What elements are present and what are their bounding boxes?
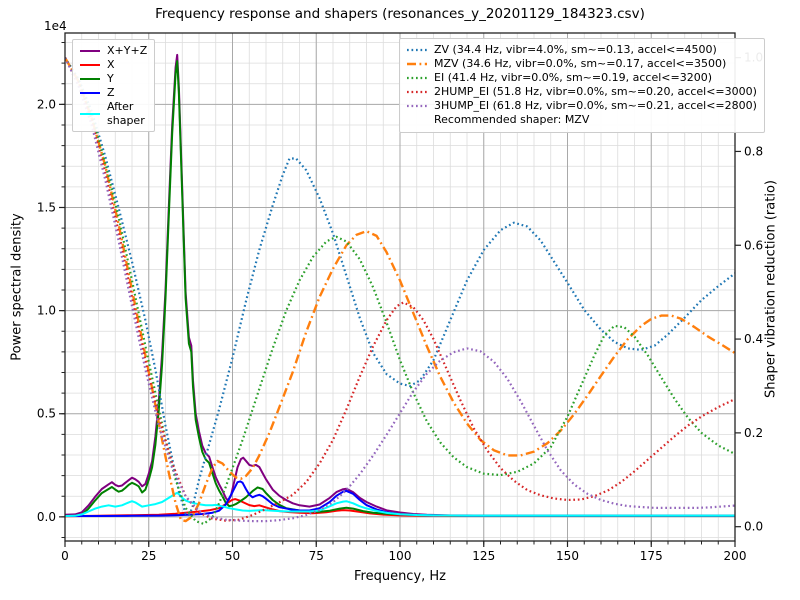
legend-item-label: After shaper bbox=[107, 100, 145, 127]
legend-swatch bbox=[80, 64, 100, 66]
x-tick-label: 25 bbox=[141, 549, 156, 563]
series-y bbox=[65, 60, 735, 517]
legend-item-label: 2HUMP_EI (51.8 Hz, vibr=0.0%, sm~=0.20, … bbox=[434, 85, 757, 99]
legend-item-label: EI (41.4 Hz, vibr=0.0%, sm~=0.19, accel<… bbox=[434, 71, 712, 85]
legend-item: X bbox=[79, 58, 147, 72]
y-right-tick-label: 0.6 bbox=[744, 238, 763, 252]
legend-item: Y bbox=[79, 72, 147, 86]
legend-shapers: ZV (34.4 Hz, vibr=4.0%, sm~=0.13, accel<… bbox=[399, 38, 765, 133]
legend-item-label: Y bbox=[107, 72, 114, 86]
y-axis-offset-label: 1e4 bbox=[44, 19, 67, 33]
legend-swatch bbox=[407, 90, 427, 94]
legend-swatch bbox=[407, 48, 427, 52]
legend-item-label: MZV (34.6 Hz, vibr=0.0%, sm~=0.17, accel… bbox=[434, 57, 727, 71]
y-left-tick-label: 2.0 bbox=[37, 97, 56, 111]
x-tick-label: 50 bbox=[225, 549, 240, 563]
y-right-tick-label: 0.0 bbox=[744, 520, 763, 534]
legend-item-label: 3HUMP_EI (61.8 Hz, vibr=0.0%, sm~=0.21, … bbox=[434, 99, 757, 113]
x-tick-label: 100 bbox=[389, 549, 412, 563]
y-left-tick-label: 0.5 bbox=[37, 407, 56, 421]
y-left-tick-label: 0.0 bbox=[37, 510, 56, 524]
series-x bbox=[65, 498, 735, 518]
legend-item: EI (41.4 Hz, vibr=0.0%, sm~=0.19, accel<… bbox=[406, 71, 757, 85]
legend-item: Z bbox=[79, 86, 147, 100]
legend-footer: Recommended shaper: MZV bbox=[406, 113, 757, 128]
y-left-tick-label: 1.0 bbox=[37, 304, 56, 318]
legend-psd: X+Y+Z X Y Z After shaper bbox=[72, 39, 156, 132]
legend-item: X+Y+Z bbox=[79, 44, 147, 58]
y-right-tick-label: 0.2 bbox=[744, 426, 763, 440]
series-x+y+z bbox=[65, 53, 735, 517]
chart-title: Frequency response and shapers (resonanc… bbox=[155, 6, 645, 22]
legend-swatch bbox=[80, 50, 100, 52]
x-tick-label: 150 bbox=[556, 549, 579, 563]
legend-swatch bbox=[80, 92, 100, 94]
legend-item: MZV (34.6 Hz, vibr=0.0%, sm~=0.17, accel… bbox=[406, 57, 757, 71]
series-ei bbox=[65, 57, 735, 525]
x-tick-label: 0 bbox=[61, 549, 69, 563]
x-tick-label: 200 bbox=[724, 549, 747, 563]
x-tick-label: 75 bbox=[309, 549, 324, 563]
legend-swatch bbox=[407, 62, 427, 66]
legend-item-label: Z bbox=[107, 86, 115, 100]
y-axis-label-left: Power spectral density bbox=[9, 213, 25, 361]
legend-swatch bbox=[80, 112, 100, 115]
y-left-tick-label: 1.5 bbox=[37, 200, 56, 214]
legend-swatch bbox=[80, 78, 100, 80]
legend-footer-text: Recommended shaper: MZV bbox=[434, 113, 590, 126]
legend-item: 3HUMP_EI (61.8 Hz, vibr=0.0%, sm~=0.21, … bbox=[406, 99, 757, 113]
x-axis-label: Frequency, Hz bbox=[353, 569, 447, 584]
legend-item-label: X bbox=[107, 58, 115, 72]
legend-item: After shaper bbox=[79, 100, 147, 127]
legend-swatch bbox=[407, 104, 427, 108]
series-after-shaper bbox=[65, 491, 735, 517]
y-right-tick-label: 0.4 bbox=[744, 332, 763, 346]
legend-item-label: ZV (34.4 Hz, vibr=4.0%, sm~=0.13, accel<… bbox=[434, 43, 717, 57]
y-axis-label-right: Shaper vibration reduction (ratio) bbox=[763, 180, 779, 398]
legend-item: ZV (34.4 Hz, vibr=4.0%, sm~=0.13, accel<… bbox=[406, 43, 757, 57]
x-tick-label: 175 bbox=[640, 549, 663, 563]
legend-item: 2HUMP_EI (51.8 Hz, vibr=0.0%, sm~=0.20, … bbox=[406, 85, 757, 99]
y-right-tick-label: 0.8 bbox=[744, 144, 763, 158]
legend-swatch bbox=[407, 76, 427, 80]
x-tick-label: 125 bbox=[472, 549, 495, 563]
series-mzv bbox=[65, 57, 735, 523]
legend-item-label: X+Y+Z bbox=[107, 44, 148, 58]
series-z bbox=[65, 480, 735, 517]
